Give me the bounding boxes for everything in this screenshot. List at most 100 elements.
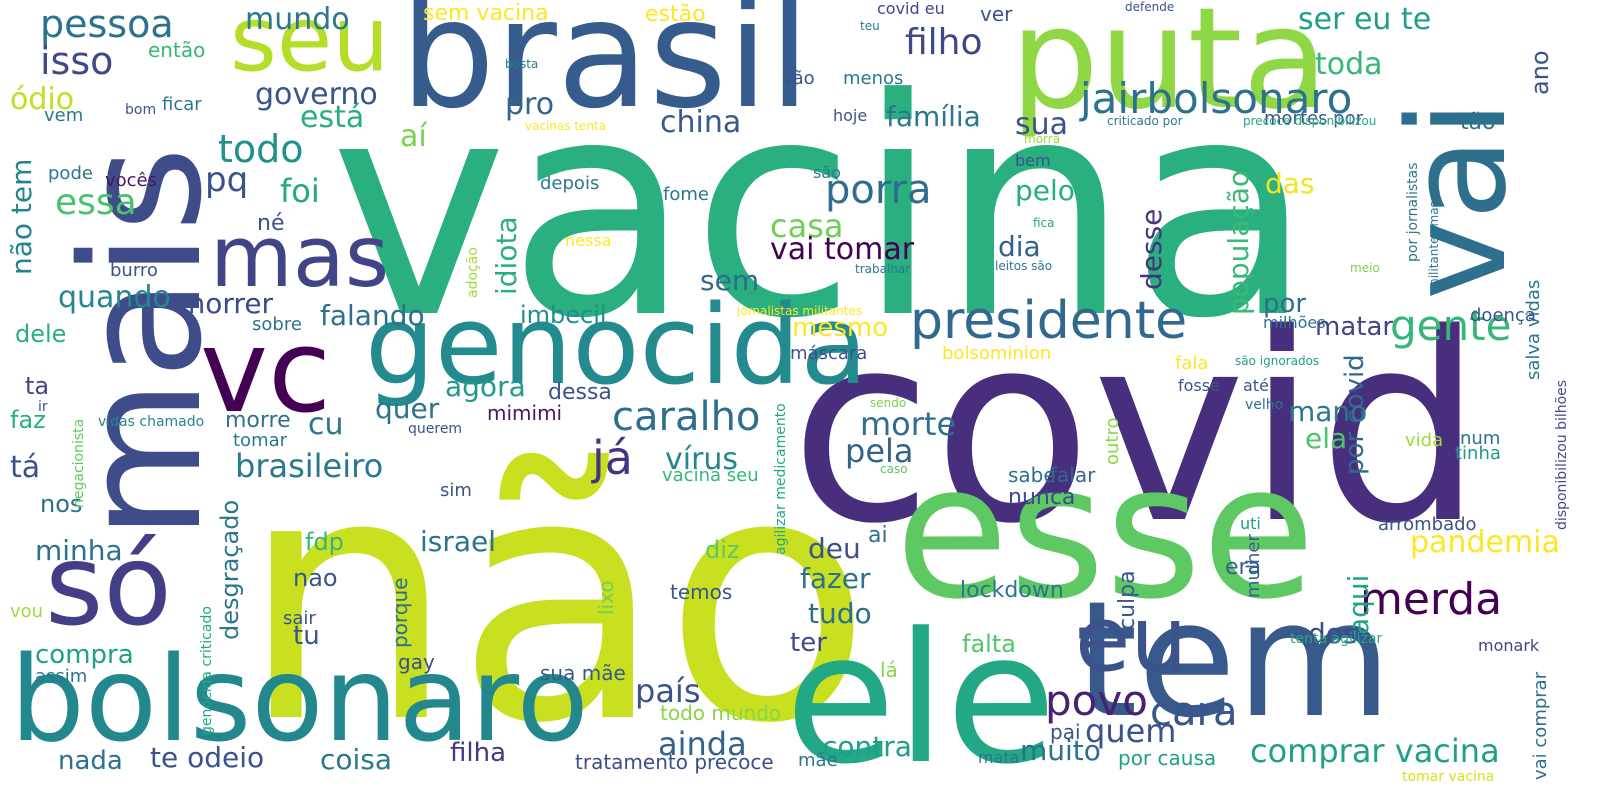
word: doença	[1470, 305, 1536, 326]
word: presidente	[910, 291, 1188, 351]
word: ele	[785, 595, 1057, 800]
word: adoção	[465, 247, 481, 298]
word: mesmo	[792, 313, 889, 343]
word: israel	[420, 525, 497, 558]
word: pandemia	[1410, 525, 1560, 560]
word: vem	[44, 105, 84, 126]
word: covid eu	[877, 0, 945, 18]
word: são	[813, 163, 841, 182]
word: vc	[200, 305, 332, 439]
word: só	[45, 521, 172, 651]
word: vacinas tenta	[525, 119, 607, 133]
word: ódio	[10, 82, 75, 117]
word: estão	[645, 2, 706, 27]
word: brasileiro	[235, 447, 384, 485]
word: criticado por	[1107, 114, 1183, 128]
word: vai tomar	[770, 232, 915, 267]
word: ver	[980, 2, 1013, 26]
word: jairbolsonaro	[1080, 74, 1353, 123]
word: morre	[225, 408, 291, 433]
word: covid	[790, 279, 1484, 581]
word: disponibilizou bilhões	[1554, 379, 1570, 530]
word: ano	[1526, 50, 1554, 95]
word: por causa	[1118, 746, 1217, 770]
word: agilizar medicamento	[773, 403, 789, 555]
word: falar	[1050, 463, 1096, 487]
word: bosta	[505, 57, 539, 71]
word: isso	[40, 39, 114, 83]
word: mulher	[1243, 534, 1264, 598]
word: querem	[408, 421, 463, 437]
word: muito	[1020, 734, 1101, 767]
word: falando	[320, 299, 425, 332]
word: hoje	[833, 106, 868, 125]
word: imbecil	[520, 301, 607, 329]
word: mortes por	[1264, 108, 1364, 129]
word: nao	[293, 564, 338, 592]
word: minha	[35, 534, 123, 567]
word: toda	[1315, 47, 1383, 82]
word: ela	[1305, 422, 1348, 455]
word: morra	[1024, 132, 1061, 146]
word: menos	[843, 68, 904, 89]
word: não tem	[5, 158, 38, 275]
word: filha	[450, 738, 507, 768]
word: sim	[440, 480, 472, 501]
word: vai comprar	[1530, 671, 1551, 780]
word: defende	[1125, 0, 1175, 14]
word: tomar	[233, 430, 288, 451]
word: tenta agilizar	[1290, 631, 1383, 647]
word: desse	[1135, 208, 1168, 290]
word: pai	[1050, 720, 1081, 744]
word: pessoa	[40, 2, 174, 46]
word: nada	[58, 746, 123, 776]
word: milhões	[1263, 313, 1326, 332]
word: dessa	[548, 380, 612, 405]
word: arrombado	[1378, 514, 1477, 535]
word: tratamento precoce	[575, 750, 774, 774]
word: morte	[860, 405, 957, 443]
word: todo	[218, 127, 304, 171]
word: idiota	[490, 216, 523, 295]
word: sobre	[252, 314, 302, 335]
word: coisa	[320, 743, 393, 776]
word: pq	[205, 160, 249, 200]
word: nos	[40, 490, 83, 518]
word: assim	[35, 666, 88, 687]
word: falta	[962, 630, 1016, 658]
word: porra	[825, 167, 932, 213]
word: tem	[1075, 566, 1393, 753]
word: foi	[280, 172, 320, 210]
word: bolsonaro	[10, 630, 589, 768]
word: nessa	[565, 231, 612, 250]
word: nunca	[1008, 485, 1076, 510]
word: tão	[1460, 110, 1496, 135]
word: quando	[58, 280, 171, 315]
word: pela	[845, 432, 914, 470]
word: mano	[1288, 395, 1368, 428]
word: tinha	[1455, 443, 1501, 464]
word: negacionista	[71, 418, 87, 508]
word: porque	[388, 577, 412, 648]
word: puta	[1010, 0, 1329, 141]
word: vacina	[330, 35, 1314, 384]
word: vidas chamado	[98, 414, 205, 430]
word: brasil	[400, 0, 811, 142]
word: sua	[1015, 107, 1069, 142]
word: fala	[1175, 353, 1209, 374]
word: deu	[808, 532, 861, 565]
word: morrer	[178, 287, 274, 320]
word: aí	[400, 119, 427, 154]
word: dele	[15, 320, 67, 348]
word: pro	[505, 87, 555, 122]
word: meio	[1350, 261, 1380, 275]
word: ta	[25, 372, 50, 400]
word: por	[1263, 289, 1307, 319]
word: matar	[1315, 312, 1394, 342]
word: população	[1222, 169, 1255, 315]
word: pode	[48, 163, 93, 184]
word: quer	[375, 392, 440, 425]
word: até	[1243, 376, 1269, 395]
word: dia	[998, 230, 1041, 263]
